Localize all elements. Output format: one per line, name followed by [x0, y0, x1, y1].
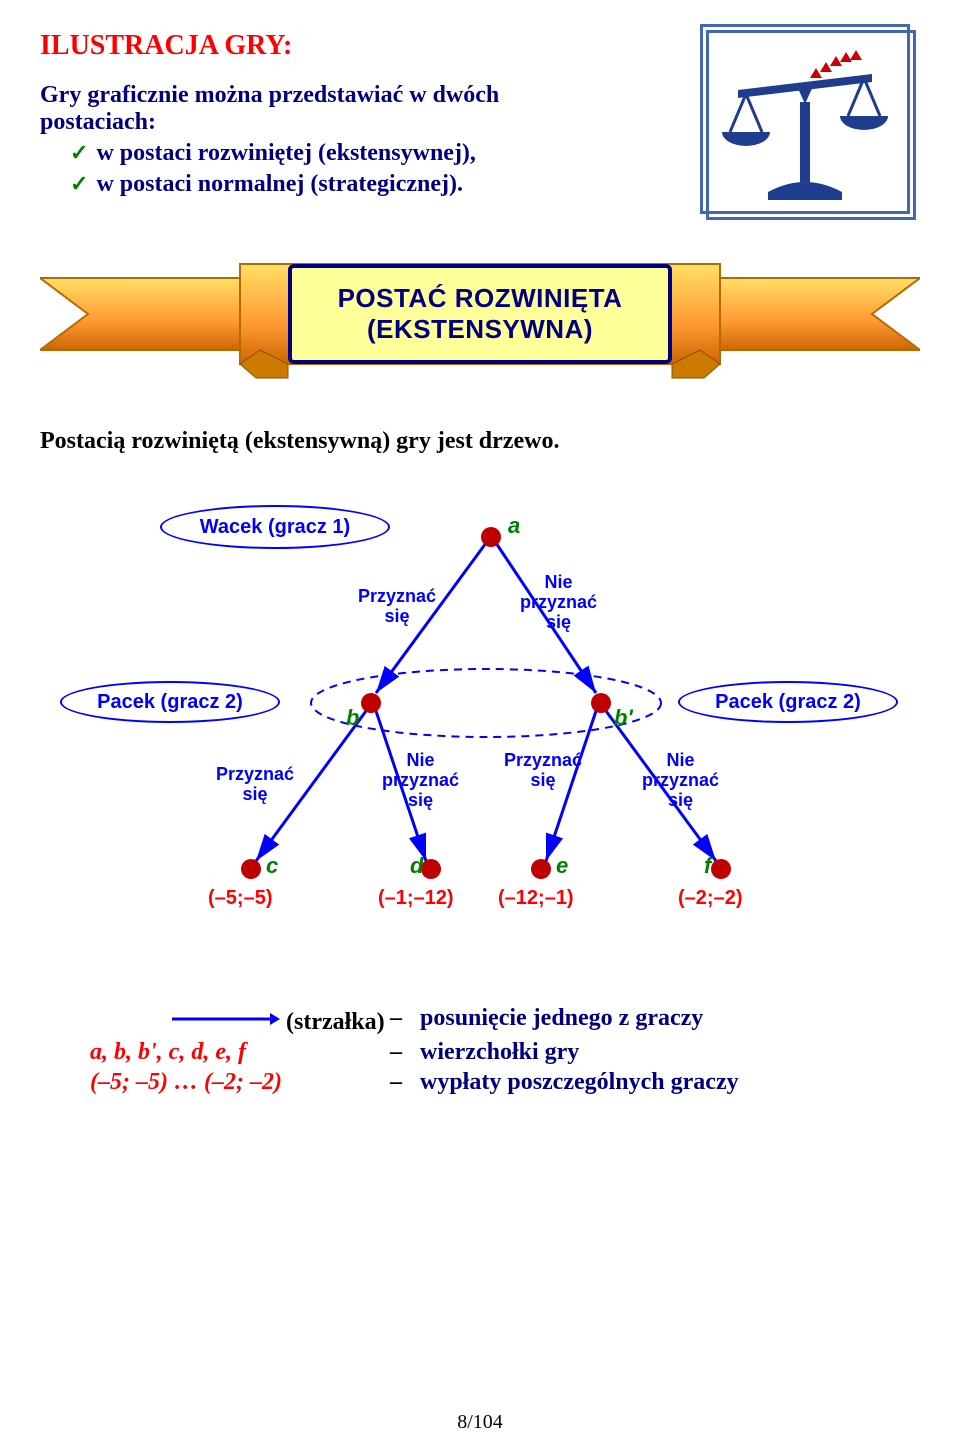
- payoff-d: (–1;–12): [378, 887, 454, 910]
- legend-payoffs-left: (–5; –5) … (–2; –2): [90, 1069, 390, 1096]
- scales-icon: [700, 24, 910, 214]
- legend-row: (strzałka) – posunięcie jednego z graczy: [90, 1005, 920, 1036]
- subtitle: Postacią rozwiniętą (ekstensywną) gry je…: [40, 428, 920, 455]
- node-b-label: b: [346, 705, 359, 731]
- legend-arrow-desc: posunięcie jednego z graczy: [420, 1005, 703, 1036]
- banner-line1: POSTAĆ ROZWINIĘTA: [338, 283, 623, 314]
- payoff-c: (–5;–5): [208, 887, 272, 910]
- legend-nodes-desc: wierzchołki gry: [420, 1039, 579, 1066]
- node-c-label: c: [266, 853, 278, 879]
- arrow-icon: [170, 1005, 280, 1033]
- node-bp-label: b': [614, 705, 633, 731]
- edge-confess: Przyznaćsię: [504, 751, 582, 791]
- legend-payoffs-desc: wypłaty poszczególnych graczy: [420, 1069, 739, 1096]
- player2-text: Pacek (gracz 2): [715, 691, 861, 714]
- payoff-e: (–12;–1): [498, 887, 574, 910]
- dash: –: [390, 1069, 420, 1096]
- edge-deny: Nie przyznać się: [382, 751, 459, 810]
- bullet-item: ✓ w postaci normalnej (strategicznej).: [70, 171, 600, 198]
- bullet-item: ✓ w postaci rozwiniętej (ekstensywnej),: [70, 140, 600, 167]
- edge-deny: Nie przyznać się: [642, 751, 719, 810]
- edge-confess: Przyznaćsię: [358, 587, 436, 627]
- node-f-label: f: [704, 853, 711, 879]
- legend: (strzałka) – posunięcie jednego z graczy…: [90, 1005, 920, 1096]
- edge-deny: Nie przyznać się: [520, 573, 597, 632]
- player2-left-label: Pacek (gracz 2): [60, 681, 280, 723]
- game-tree: Wacek (gracz 1) Pacek (gracz 2) Pacek (g…: [80, 495, 880, 965]
- legend-nodes-left: a, b, b', c, d, e, f: [90, 1039, 390, 1066]
- banner-line2: (EKSTENSYWNA): [367, 314, 593, 345]
- banner-ribbon: POSTAĆ ROZWINIĘTA (EKSTENSYWNA): [40, 228, 920, 408]
- node-a-label: a: [508, 513, 520, 539]
- node-e-label: e: [556, 853, 568, 879]
- check-icon: ✓: [70, 140, 88, 166]
- bullet-text: w postaci rozwiniętej (ekstensywnej),: [96, 140, 476, 167]
- legend-row: a, b, b', c, d, e, f – wierzchołki gry: [90, 1039, 920, 1066]
- page-number: 8/104: [0, 1411, 960, 1434]
- node-d-label: d: [410, 853, 423, 879]
- player2-text: Pacek (gracz 2): [97, 691, 243, 714]
- player2-right-label: Pacek (gracz 2): [678, 681, 898, 723]
- player1-label: Wacek (gracz 1): [160, 505, 390, 549]
- intro-block: Gry graficznie można przedstawiać w dwóc…: [40, 82, 600, 198]
- legend-arrow-paren: (strzałka): [286, 1009, 385, 1035]
- intro-text: Gry graficznie można przedstawiać w dwóc…: [40, 82, 499, 135]
- dash: –: [390, 1039, 420, 1066]
- edge-confess: Przyznaćsię: [216, 765, 294, 805]
- legend-row: (–5; –5) … (–2; –2) – wypłaty poszczegól…: [90, 1069, 920, 1096]
- check-icon: ✓: [70, 171, 88, 197]
- payoff-f: (–2;–2): [678, 887, 742, 910]
- player1-text: Wacek (gracz 1): [200, 516, 350, 539]
- bullet-text: w postaci normalnej (strategicznej).: [96, 171, 463, 198]
- dash: –: [390, 1005, 420, 1036]
- banner-box: POSTAĆ ROZWINIĘTA (EKSTENSYWNA): [288, 264, 672, 364]
